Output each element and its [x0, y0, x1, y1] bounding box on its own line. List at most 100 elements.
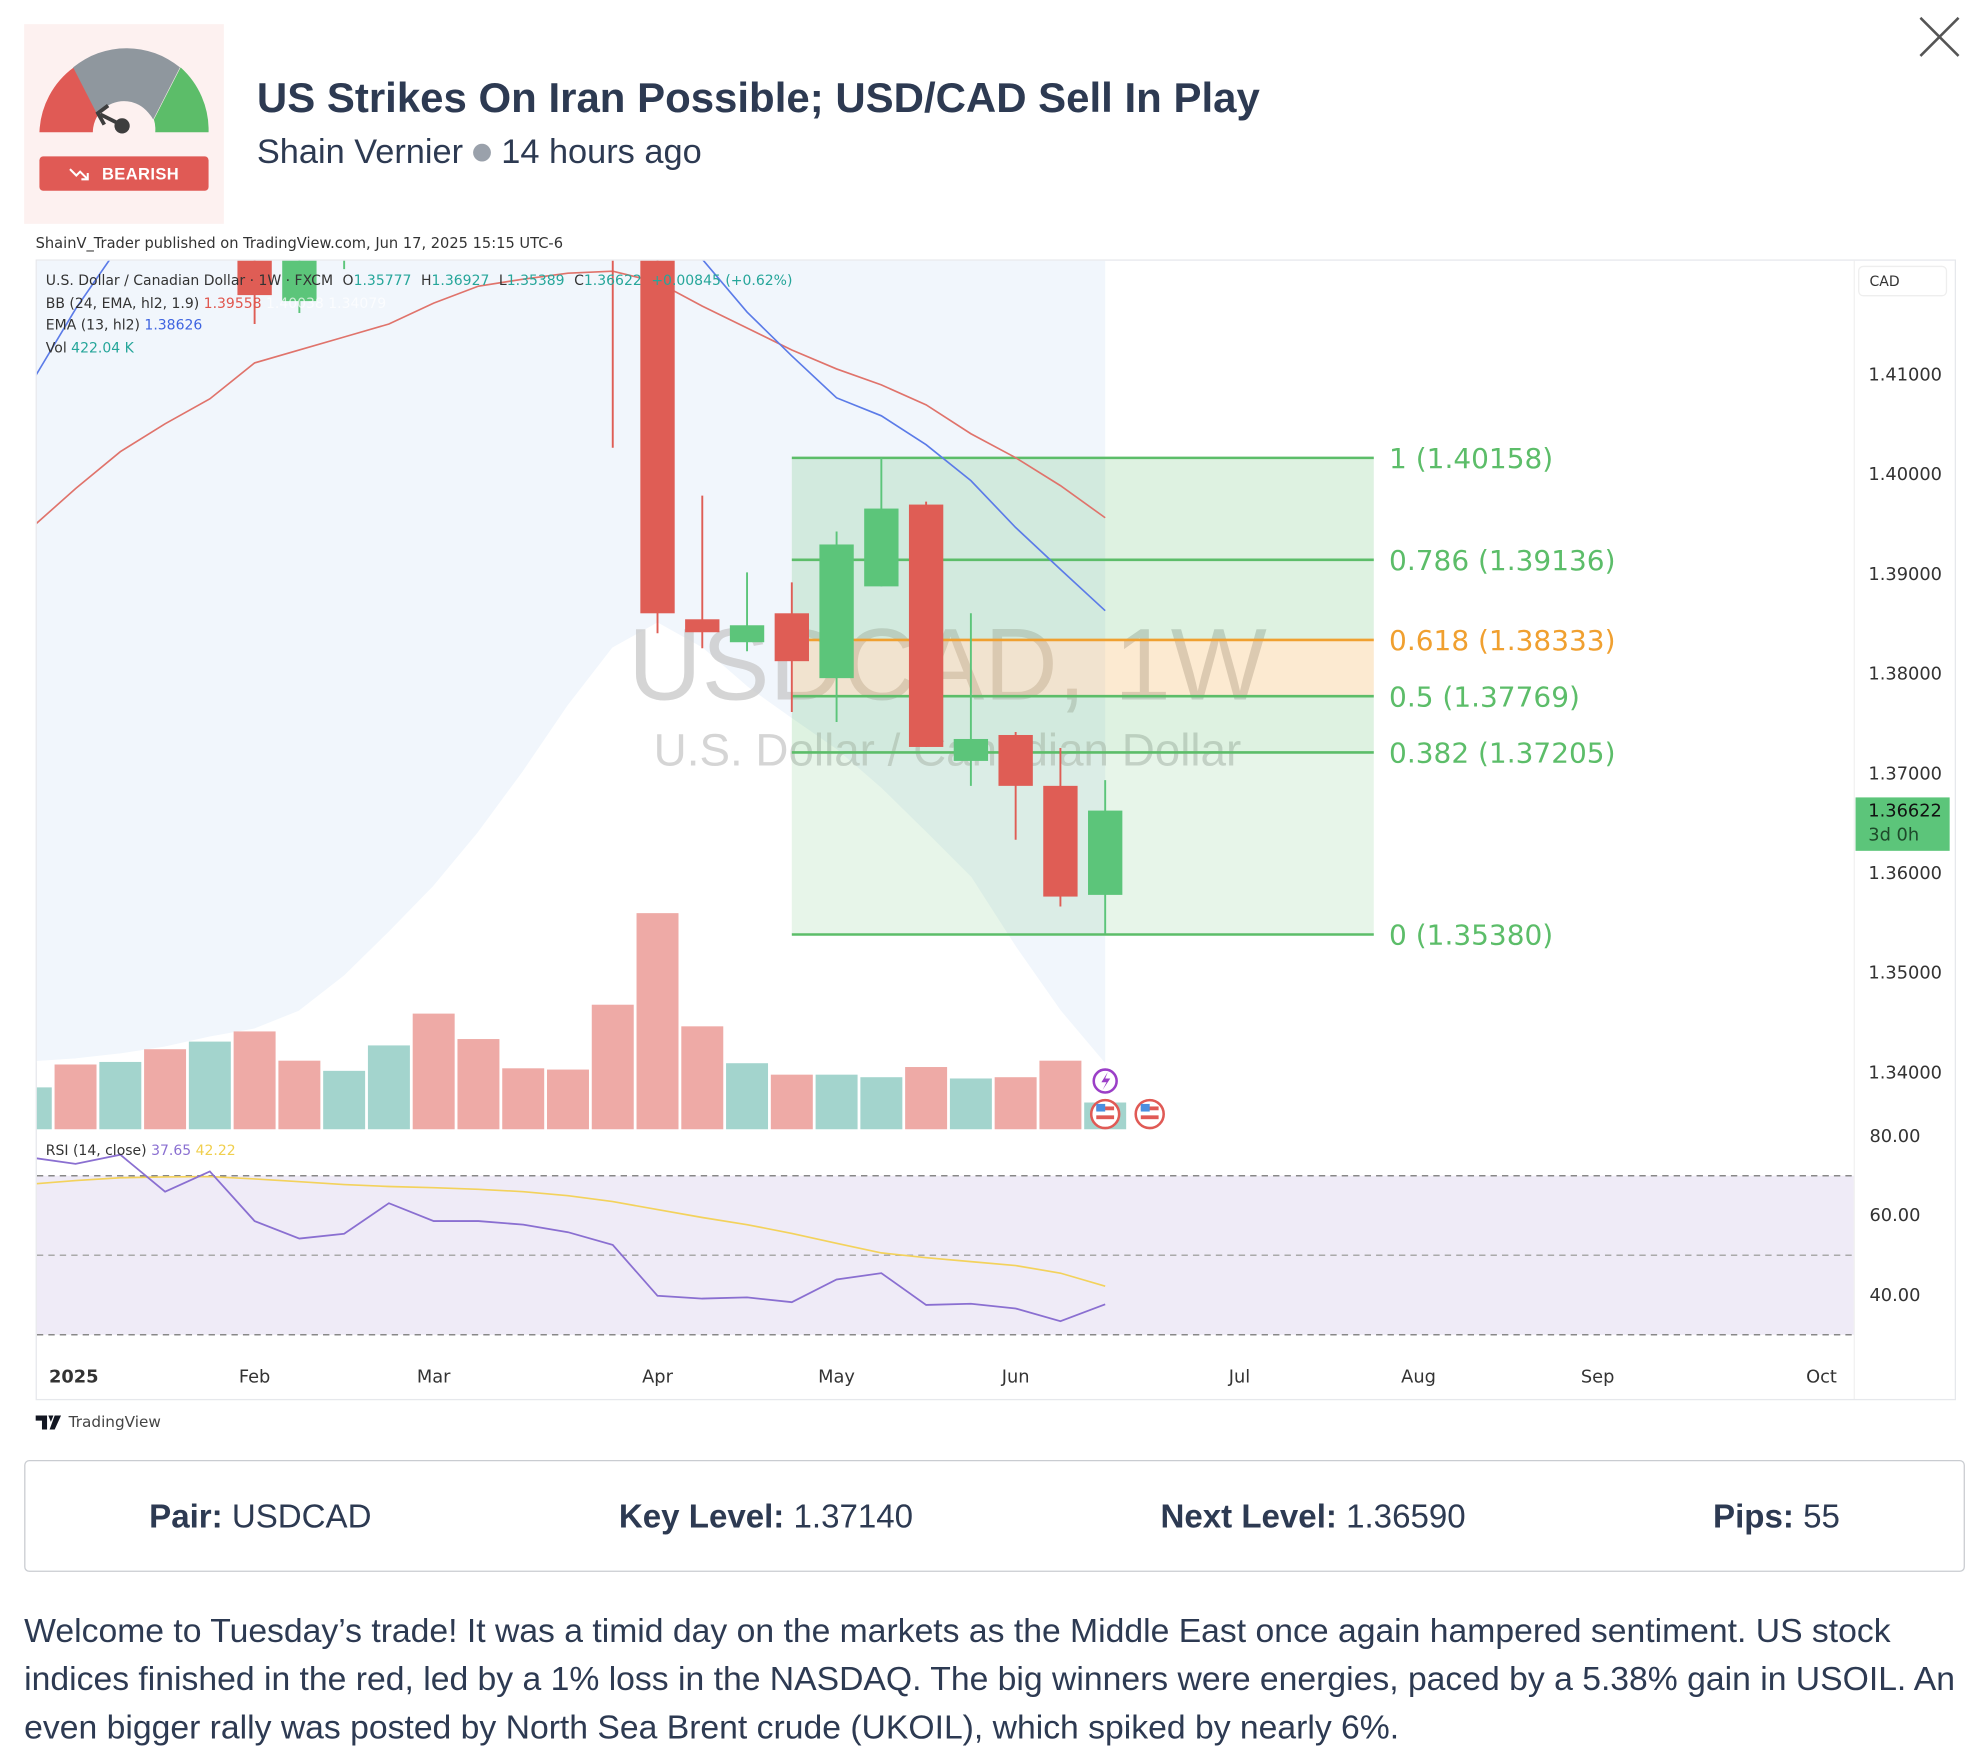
tradingview-brand: TradingView [68, 1412, 161, 1431]
next-level-field: Next Level: 1.36590 [1160, 1496, 1465, 1535]
pips-value: 55 [1803, 1496, 1840, 1535]
time-tick-label: Oct [1806, 1366, 1837, 1387]
bar-countdown: 3d 0h [1868, 825, 1920, 846]
time-tick-label: Mar [417, 1366, 451, 1387]
next-level-label: Next Level: [1160, 1496, 1337, 1535]
volume-bar [412, 1013, 455, 1130]
volume-bar [636, 913, 679, 1130]
volume-bar [457, 1039, 500, 1130]
change-value: +0.00845 (+0.62%) [651, 272, 793, 289]
rsi-label: RSI (14, close) [45, 1142, 147, 1159]
price-tick-label: 1.41000 [1868, 364, 1942, 385]
price-tick-label: 1.34000 [1868, 1062, 1942, 1083]
close-icon[interactable] [1915, 13, 1963, 61]
article-title: US Strikes On Iran Possible; USD/CAD Sel… [256, 73, 1260, 121]
sentiment-badge: BEARISH [39, 156, 209, 191]
rsi-ma-line [36, 1175, 1106, 1287]
volume-bar [681, 1026, 724, 1130]
candle [864, 457, 899, 587]
fib-zone [791, 639, 1374, 697]
rsi-ma-value: 42.22 [195, 1142, 236, 1159]
flag-stripe [1140, 1115, 1159, 1120]
candle-body [864, 508, 899, 587]
fib-zone [791, 752, 1374, 935]
pair-value: USDCAD [231, 1496, 372, 1535]
author-name[interactable]: Shain Vernier [256, 132, 464, 171]
fib-level-label: 0.5 (1.37769) [1389, 680, 1580, 713]
legend-bb-row: BB (24, EMA, hl2, 1.9) 1.39558 1.40038 1… [46, 292, 793, 314]
legend-ema-row: EMA (13, hl2) 1.38626 [46, 314, 793, 336]
us-flag-icon [1134, 1098, 1165, 1130]
high-label: H [420, 272, 432, 289]
key-level-field: Key Level: 1.37140 [619, 1496, 913, 1535]
price-tick-label: 1.38000 [1868, 664, 1942, 685]
volume-bar [323, 1070, 366, 1130]
high-value: 1.36927 [431, 272, 490, 289]
candle-body [819, 544, 854, 679]
close-label: C [574, 272, 584, 289]
candle-body [998, 734, 1033, 786]
open-value: 1.35777 [353, 272, 412, 289]
sentiment-label: BEARISH [101, 164, 180, 184]
pips-field: Pips: 55 [1713, 1496, 1840, 1535]
volume-bar [188, 1041, 231, 1130]
price-tick-label: 1.37000 [1868, 763, 1942, 784]
volume-bar [860, 1077, 903, 1130]
rsi-pane [36, 1153, 1855, 1336]
price-chart[interactable]: USDCAD, 1WU.S. Dollar / Canadian Dollar1… [0, 0, 1984, 1450]
bollinger-lower-band [36, 622, 1106, 1065]
bollinger-upper-band [36, 270, 1106, 525]
fib-zone [791, 696, 1374, 753]
volume-bar [233, 1031, 276, 1130]
candle [237, 260, 272, 325]
lightning-icon-bolt [1101, 1072, 1111, 1090]
ema-line [36, 260, 1106, 612]
candle [729, 572, 765, 652]
candle [685, 495, 720, 649]
low-value: 1.35389 [506, 272, 565, 289]
rsi-tick-label: 80.00 [1869, 1126, 1920, 1147]
volume-bar [36, 1087, 52, 1130]
volume-bar [770, 1074, 813, 1130]
fib-level-label: 0.618 (1.38333) [1389, 624, 1615, 657]
byline: Shain Vernier 14 hours ago [257, 132, 702, 171]
volume-bar [144, 1049, 187, 1130]
candle [774, 582, 809, 713]
volume-bar [591, 1004, 634, 1130]
candle [282, 260, 317, 314]
flag-canton [1096, 1103, 1106, 1112]
candle [640, 260, 675, 634]
price-tick-label: 1.39000 [1868, 564, 1942, 585]
flag-canton [1140, 1103, 1150, 1112]
post-time: 14 hours ago [501, 132, 702, 171]
rsi-value: 37.65 [151, 1142, 192, 1159]
candle [1043, 747, 1078, 907]
flag-stripe [1140, 1106, 1159, 1111]
fib-level-label: 0 (1.35380) [1389, 919, 1553, 952]
rsi-tick-label: 40.00 [1869, 1285, 1920, 1306]
currency-button[interactable]: CAD [1858, 265, 1948, 297]
price-tick-label: 1.36000 [1868, 863, 1942, 884]
low-label: L [498, 272, 507, 289]
chart-legend: U.S. Dollar / Canadian Dollar · 1W · FXC… [46, 270, 793, 359]
flag-stripe [1096, 1115, 1115, 1120]
candle [611, 260, 614, 448]
legend-vol-row: Vol 422.04 K [46, 336, 793, 358]
bollinger-band-fill [36, 260, 1106, 1065]
volume-bar [54, 1064, 97, 1130]
candle [953, 613, 989, 786]
candle-body [774, 613, 809, 662]
candle-body [908, 504, 944, 747]
volume-bar [815, 1074, 858, 1130]
fib-level-label: 1 (1.40158) [1389, 442, 1553, 475]
sentiment-gauge: BEARISH [24, 24, 224, 224]
tradingview-logo[interactable]: TradingView [35, 1412, 161, 1431]
fib-level-label: 0.382 (1.37205) [1389, 737, 1615, 770]
candle-body [282, 260, 317, 302]
time-tick-label: Feb [239, 1366, 271, 1387]
next-level-value: 1.36590 [1346, 1496, 1466, 1535]
candle [908, 501, 944, 747]
candle [1088, 780, 1123, 934]
volume-bar [1039, 1060, 1082, 1130]
